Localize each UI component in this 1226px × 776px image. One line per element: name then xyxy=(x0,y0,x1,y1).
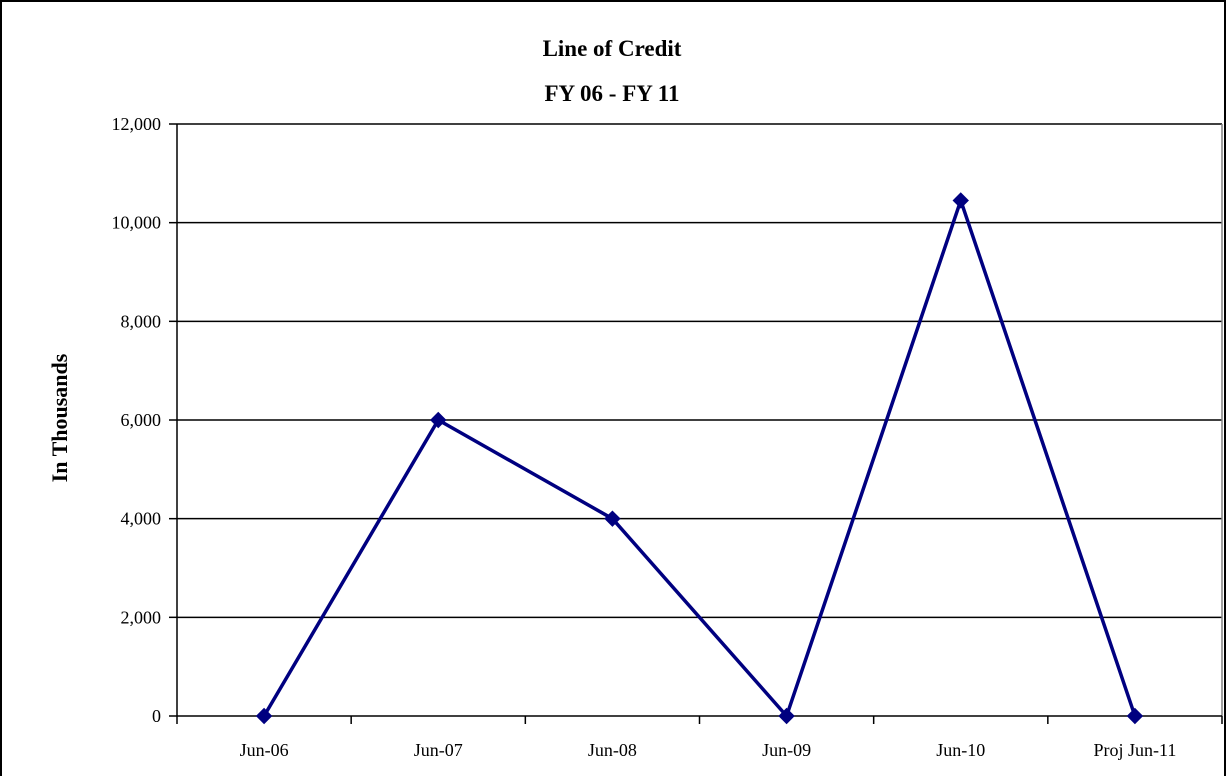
y-tick-label: 8,000 xyxy=(121,311,162,331)
y-tick-label: 2,000 xyxy=(121,607,162,627)
data-point-marker xyxy=(430,411,447,429)
y-axis-title: In Thousands xyxy=(47,353,72,482)
x-tick-label: Jun-06 xyxy=(240,740,289,760)
data-point-marker xyxy=(778,707,795,725)
data-point-marker xyxy=(255,707,273,725)
y-tick-label: 6,000 xyxy=(121,410,162,430)
x-tick-labels: Jun-06 Jun-07 Jun-08 Jun-09 Jun-10 Proj Jun-1… xyxy=(240,740,1177,760)
x-tick-label: Jun-08 xyxy=(588,740,637,760)
y-tick-labels: 0 2,000 4,000 6,000 8,000 10,000 12,000 xyxy=(112,114,162,726)
y-tick-label: 4,000 xyxy=(121,509,162,529)
axes xyxy=(169,123,1223,724)
series xyxy=(255,192,1144,725)
series-line xyxy=(262,194,1137,720)
y-tick-label: 12,000 xyxy=(112,114,162,134)
y-tick-label: 0 xyxy=(152,706,161,726)
chart-title: Line of Credit xyxy=(543,36,682,61)
x-tick-label: Proj Jun-11 xyxy=(1093,740,1176,760)
gridlines xyxy=(177,123,1222,619)
chart-subtitle: FY 06 - FY 11 xyxy=(544,81,679,106)
x-tick-label: Jun-10 xyxy=(936,740,985,760)
data-point-marker xyxy=(1126,707,1144,725)
data-point-marker xyxy=(952,192,969,209)
x-tick-label: Jun-09 xyxy=(762,740,811,760)
data-point-marker xyxy=(604,510,621,527)
x-tick-label: Jun-07 xyxy=(414,740,463,760)
y-tick-label: 10,000 xyxy=(112,213,162,233)
